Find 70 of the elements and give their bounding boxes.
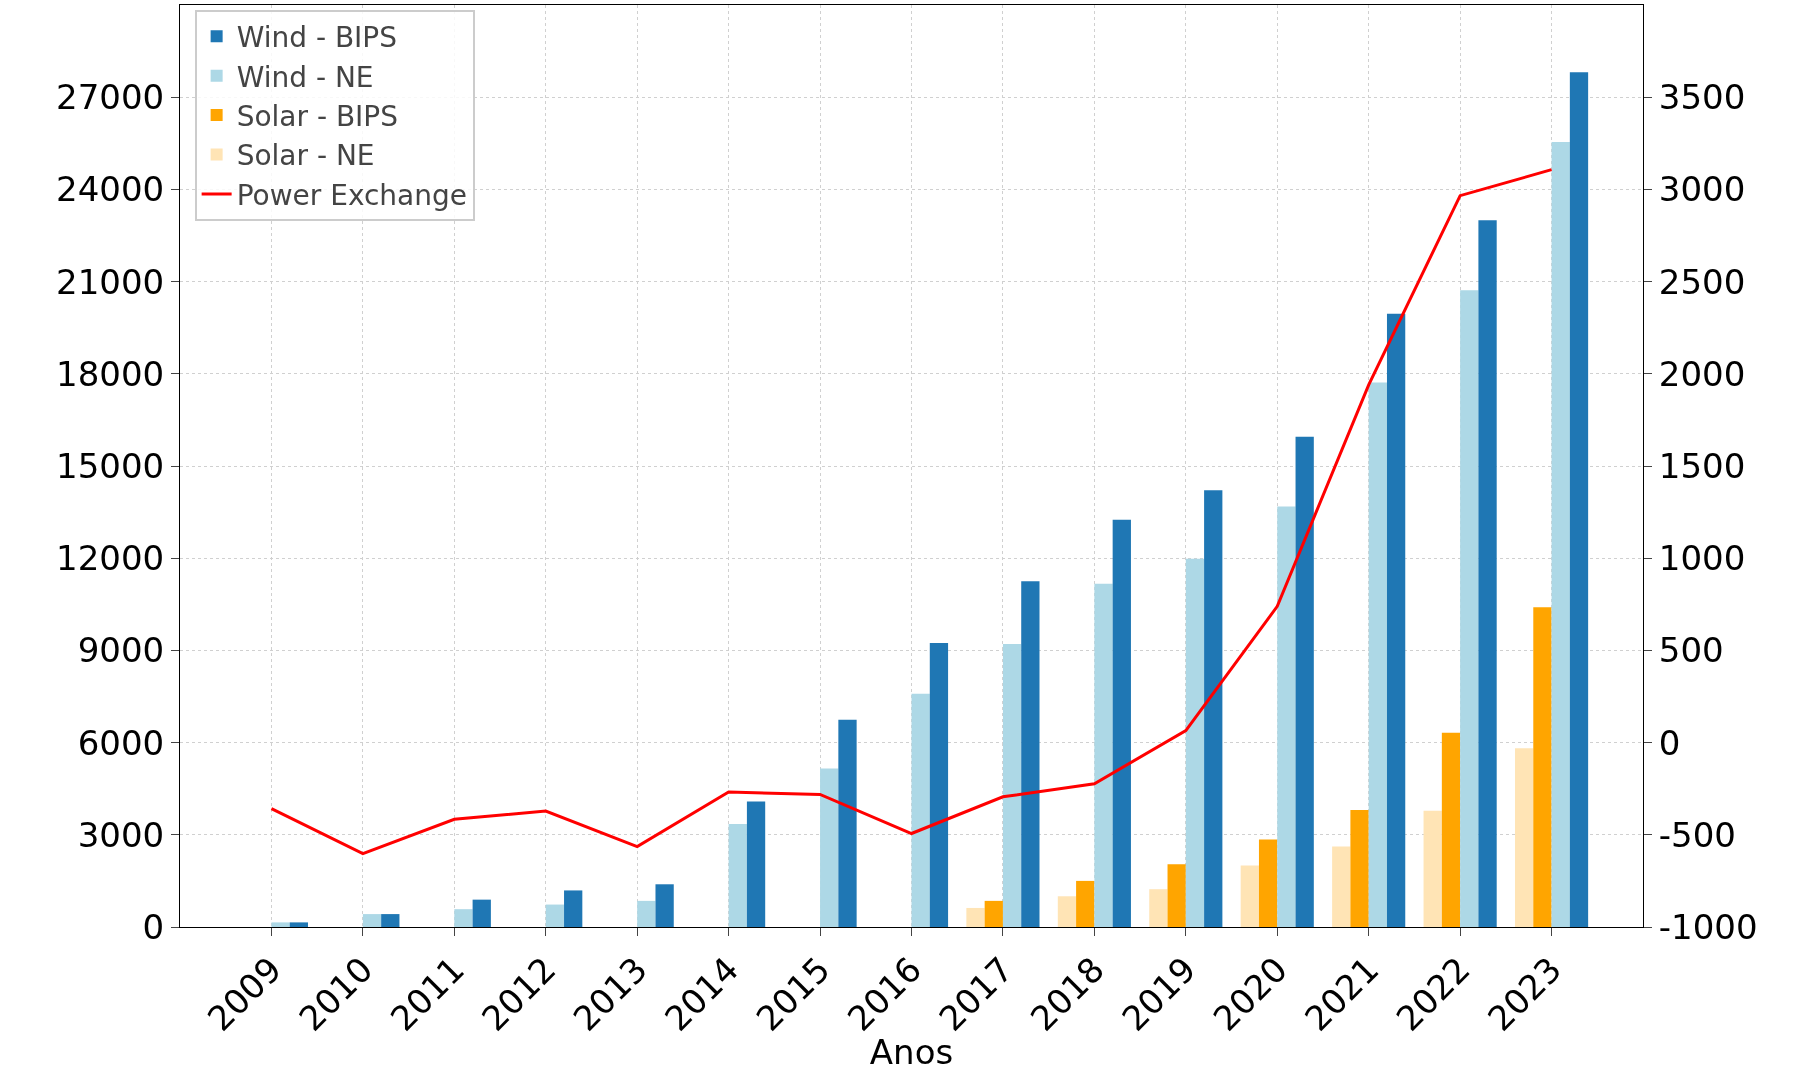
bar xyxy=(911,693,930,927)
bar xyxy=(1295,436,1314,927)
bar xyxy=(1533,607,1552,927)
bar xyxy=(728,824,747,927)
y2-tick-label: 3000 xyxy=(1658,169,1746,210)
bar xyxy=(637,900,656,927)
bar xyxy=(984,900,1003,927)
y-tick-label: 15000 xyxy=(56,445,165,486)
legend-label: Solar - BIPS xyxy=(236,100,399,134)
bar xyxy=(1258,839,1278,927)
y-tick-label: 21000 xyxy=(56,261,165,302)
y2-tick-label: 2500 xyxy=(1658,261,1746,302)
bar xyxy=(1386,313,1406,927)
bar xyxy=(1332,846,1351,927)
bar xyxy=(838,719,857,927)
legend-label: Wind - NE xyxy=(236,60,374,94)
y2-tick-label: 500 xyxy=(1658,630,1724,671)
bar xyxy=(1185,558,1205,927)
bar xyxy=(1350,809,1369,927)
x-axis-title: Anos xyxy=(869,1032,954,1072)
bar xyxy=(1076,880,1095,927)
bar xyxy=(564,890,583,927)
y2-tick-label: 1500 xyxy=(1658,445,1746,486)
bar xyxy=(1277,506,1296,927)
bar xyxy=(1240,865,1259,927)
bar xyxy=(271,922,290,927)
legend-label: Solar - NE xyxy=(236,139,375,173)
y2-tick-label: 0 xyxy=(1658,722,1681,763)
bar xyxy=(1204,490,1223,927)
bar xyxy=(1094,583,1113,927)
y-tick-label: 0 xyxy=(142,906,165,947)
bar xyxy=(929,643,949,927)
y2-tick-label: 2000 xyxy=(1658,353,1746,394)
bar xyxy=(1423,810,1442,927)
y2-tick-label: -500 xyxy=(1658,814,1736,855)
bar xyxy=(381,914,400,927)
y-tick-label: 24000 xyxy=(56,169,165,210)
legend-label: Power Exchange xyxy=(236,178,468,212)
bar xyxy=(1002,643,1022,927)
y-tick-label: 12000 xyxy=(56,538,165,579)
bar xyxy=(1021,581,1040,927)
bar xyxy=(1478,220,1497,927)
y-tick-label: 27000 xyxy=(56,77,165,118)
y-tick-label: 3000 xyxy=(77,814,165,855)
bar xyxy=(362,914,382,927)
bar xyxy=(1057,896,1077,927)
bar xyxy=(1441,732,1461,927)
y-tick-label: 9000 xyxy=(77,630,165,671)
bar xyxy=(289,922,309,927)
bar xyxy=(1149,889,1168,927)
bar xyxy=(1551,142,1570,927)
bar xyxy=(966,907,985,927)
bar xyxy=(820,768,839,927)
bar xyxy=(746,801,766,927)
bar xyxy=(1569,72,1589,927)
y-tick-label: 6000 xyxy=(77,722,165,763)
bar xyxy=(1167,864,1186,927)
bar xyxy=(655,884,674,927)
y2-tick-label: -1000 xyxy=(1658,906,1758,947)
bar xyxy=(1112,519,1131,927)
y2-tick-label: 3500 xyxy=(1658,77,1746,118)
bar xyxy=(545,904,565,927)
bar xyxy=(1368,382,1387,927)
bar xyxy=(472,899,491,927)
bar xyxy=(1514,748,1534,927)
legend-label: Wind - BIPS xyxy=(236,21,398,55)
y-tick-label: 18000 xyxy=(56,353,165,394)
bar xyxy=(454,909,473,927)
bar xyxy=(1460,290,1479,927)
y2-tick-label: 1000 xyxy=(1658,538,1746,579)
